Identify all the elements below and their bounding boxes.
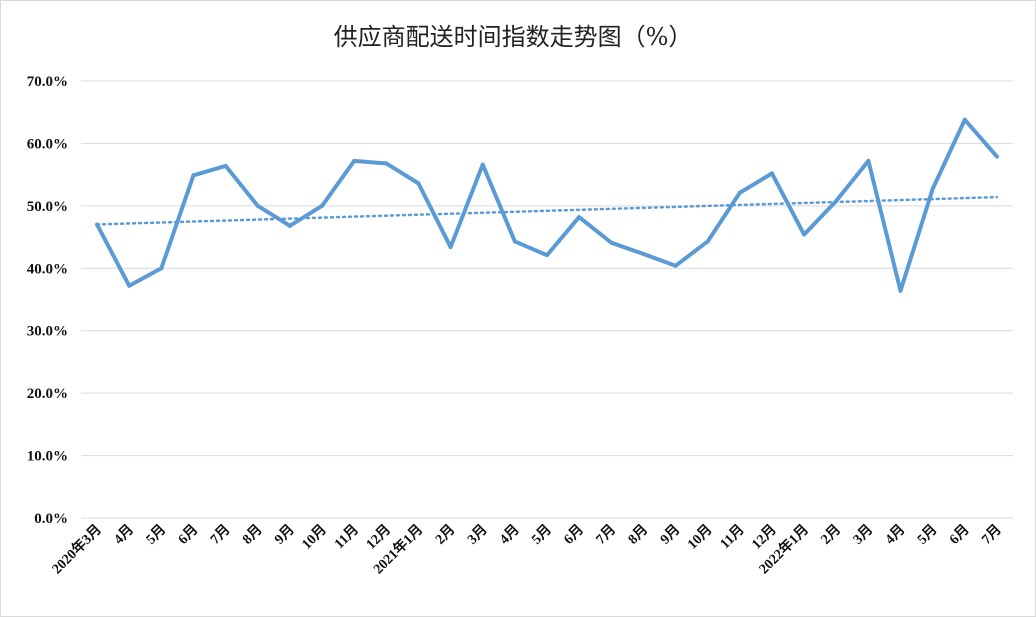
x-tick-label: 4月	[882, 522, 908, 548]
data-point	[191, 173, 196, 178]
data-point	[448, 245, 453, 250]
data-point	[609, 240, 614, 245]
data-point	[159, 266, 164, 271]
y-tick-label: 50.0%	[27, 199, 68, 215]
data-point	[769, 171, 774, 176]
x-tick-label: 9月	[272, 522, 298, 548]
data-point	[898, 288, 903, 293]
x-tick-label: 9月	[657, 522, 683, 548]
x-tick-label: 6月	[561, 522, 587, 548]
x-tick-label: 5月	[529, 522, 555, 548]
data-point	[287, 223, 292, 228]
x-tick-label: 8月	[625, 522, 651, 548]
data-point	[834, 198, 839, 203]
x-tick-label: 4月	[497, 522, 523, 548]
x-tick-label: 8月	[239, 522, 265, 548]
data-point	[480, 162, 485, 167]
x-tick-label: 5月	[914, 522, 940, 548]
data-point	[320, 203, 325, 208]
data-point	[802, 232, 807, 237]
chart-title: 供应商配送时间指数走势图（%）	[334, 23, 693, 51]
y-tick-label: 40.0%	[27, 261, 68, 277]
y-tick-label: 70.0%	[27, 74, 68, 90]
series-layer	[95, 117, 999, 293]
data-point	[512, 239, 517, 244]
data-point	[255, 203, 260, 208]
data-point	[416, 181, 421, 186]
trendline-path	[95, 195, 999, 226]
data-point	[127, 283, 132, 288]
y-tick-label: 20.0%	[27, 386, 68, 402]
trendline	[95, 195, 999, 226]
x-tick-label: 6月	[946, 522, 972, 548]
data-point	[384, 161, 389, 166]
y-axis-ticks: 0.0% 10.0% 20.0% 30.0% 40.0% 50.0% 60.0% 70.0%	[27, 74, 68, 527]
x-tick-label: 7月	[979, 522, 1005, 548]
x-tick-label: 7月	[207, 522, 233, 548]
data-point	[866, 158, 871, 163]
x-tick-label: 10月	[299, 522, 330, 553]
x-tick-label: 5月	[143, 522, 169, 548]
series-line	[95, 117, 999, 293]
x-tick-label: 4月	[111, 522, 137, 548]
y-tick-label: 30.0%	[27, 324, 68, 340]
x-tick-label: 11月	[717, 522, 748, 553]
data-point	[223, 163, 228, 168]
data-point	[95, 222, 100, 227]
x-tick-label: 2月	[818, 522, 844, 548]
data-point	[641, 251, 646, 256]
data-point	[737, 190, 742, 195]
x-tick-label: 11月	[331, 522, 362, 553]
data-point	[577, 215, 582, 220]
data-point	[930, 187, 935, 192]
data-point	[705, 239, 710, 244]
y-tick-label: 0.0%	[34, 511, 68, 527]
y-tick-label: 10.0%	[27, 449, 68, 465]
y-tick-label: 60.0%	[27, 136, 68, 152]
gridlines	[81, 80, 1013, 519]
x-tick-label: 10月	[684, 522, 715, 553]
data-point	[673, 263, 678, 268]
x-tick-label: 3月	[850, 522, 876, 548]
data-point	[962, 117, 967, 122]
x-tick-label: 7月	[593, 522, 619, 548]
x-tick-label: 6月	[175, 522, 201, 548]
data-point	[545, 253, 549, 258]
data-point	[352, 158, 357, 163]
x-tick-label: 2020年3月	[48, 521, 105, 578]
x-tick-label: 2月	[432, 522, 458, 548]
data-point	[994, 154, 999, 159]
x-tick-label: 3月	[464, 522, 490, 548]
